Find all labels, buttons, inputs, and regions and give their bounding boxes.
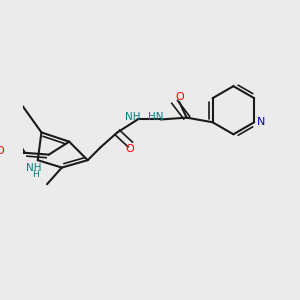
Text: O: O	[126, 144, 135, 154]
Text: NH: NH	[26, 163, 42, 172]
Text: O: O	[0, 146, 4, 156]
Text: N: N	[256, 117, 265, 127]
Text: NH: NH	[125, 112, 141, 122]
Text: H: H	[32, 169, 39, 178]
Text: O: O	[175, 92, 184, 102]
Text: HN: HN	[148, 112, 164, 122]
